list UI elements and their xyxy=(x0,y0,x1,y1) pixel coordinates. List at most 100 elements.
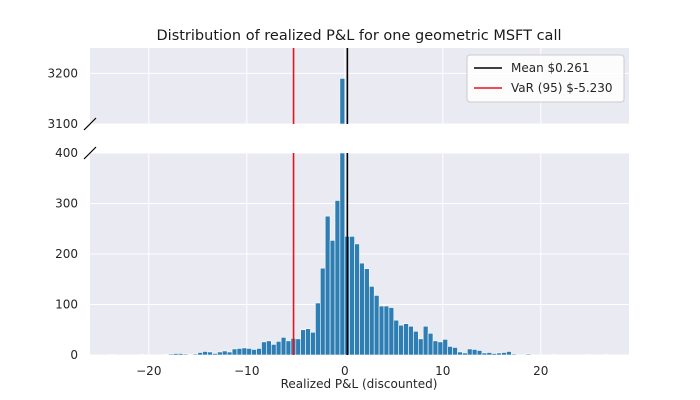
lower-reference-lines xyxy=(292,153,349,355)
histogram-bar xyxy=(408,325,414,356)
x-axis-label: Realized P&L (discounted) xyxy=(281,377,438,391)
histogram-bar xyxy=(202,351,208,356)
histogram-bar xyxy=(256,348,262,356)
chart-title: Distribution of realized P&L for one geo… xyxy=(157,28,562,44)
lower-y-ticks: 0 100 200 300 400 xyxy=(55,146,78,362)
upper-reference-lines xyxy=(292,48,349,124)
histogram-bar xyxy=(427,332,434,356)
histogram-bar xyxy=(339,152,346,356)
lower-y-tick-label: 0 xyxy=(70,348,78,362)
histogram-bar xyxy=(496,352,502,356)
histogram-bar xyxy=(368,286,375,356)
histogram-bar xyxy=(251,349,257,356)
x-tick-label: 0 xyxy=(341,364,349,378)
histogram-bar xyxy=(324,215,331,356)
histogram-bar xyxy=(182,353,189,356)
histogram-bar xyxy=(457,351,463,356)
histogram-bar xyxy=(334,200,341,356)
histogram-bar xyxy=(310,331,316,356)
histogram-bar xyxy=(476,350,483,356)
axis-break-marks xyxy=(83,117,97,160)
histogram-bar xyxy=(437,341,444,356)
histogram-bar xyxy=(486,352,493,356)
histogram-bar xyxy=(236,348,243,356)
histogram-bar xyxy=(373,295,380,356)
histogram-bar xyxy=(246,348,253,356)
histogram-bar xyxy=(511,353,517,356)
upper-bars xyxy=(339,78,346,125)
histogram-bar xyxy=(197,352,204,356)
histogram-bar xyxy=(275,341,282,356)
histogram-bar xyxy=(300,329,306,356)
histogram-bar xyxy=(525,353,532,356)
lower-break-mark xyxy=(83,146,97,160)
histogram-bar xyxy=(187,354,194,356)
histogram-bar xyxy=(432,340,439,356)
histogram-bar xyxy=(319,267,326,356)
histogram-bar xyxy=(383,305,390,356)
histogram-bar xyxy=(226,351,233,356)
histogram-bar xyxy=(359,262,365,356)
histogram-bar xyxy=(109,354,115,356)
histogram-bar xyxy=(462,352,468,356)
histogram-bar xyxy=(217,351,223,356)
histogram-bar xyxy=(192,353,199,356)
histogram-bar xyxy=(261,341,267,356)
x-tick-label: −20 xyxy=(136,364,161,378)
histogram-bar xyxy=(266,340,272,356)
histogram-bar xyxy=(315,302,321,356)
histogram-bar xyxy=(173,353,179,356)
histogram-bar xyxy=(550,354,556,356)
histogram-bar xyxy=(270,344,277,356)
histogram-bar xyxy=(177,353,184,356)
histogram-bar-upper xyxy=(339,78,346,125)
histogram-bar xyxy=(349,236,355,356)
histogram-bar xyxy=(447,346,453,356)
histogram-bar xyxy=(501,352,507,356)
lower-axes-panel: 0 100 200 300 400 −20 −10 0 10 20 xyxy=(55,146,629,378)
upper-y-tick-label: 3100 xyxy=(47,117,78,131)
histogram-bar xyxy=(285,340,292,356)
histogram-bar xyxy=(398,324,404,356)
histogram-bar xyxy=(481,352,488,356)
histogram-bar xyxy=(168,353,174,356)
histogram-bar xyxy=(364,268,370,356)
histogram-bar xyxy=(305,328,311,356)
histogram-bar xyxy=(393,319,399,356)
legend-box xyxy=(466,54,625,103)
histogram-bar xyxy=(471,349,478,356)
x-tick-label: −10 xyxy=(234,364,259,378)
histogram-bar xyxy=(222,350,228,356)
x-tick-label: 20 xyxy=(533,364,548,378)
histogram-bar xyxy=(354,243,360,356)
histogram-bar xyxy=(280,337,287,356)
histogram-bar xyxy=(212,353,218,356)
histogram-bar xyxy=(138,354,145,356)
histogram-bar xyxy=(388,307,395,356)
lower-y-tick-label: 200 xyxy=(55,247,78,261)
histogram-bar xyxy=(403,323,409,356)
lower-bars xyxy=(109,152,610,356)
histogram-bar xyxy=(491,353,497,356)
histogram-bar xyxy=(413,330,419,356)
upper-y-tick-label: 3200 xyxy=(47,66,78,80)
histogram-bar xyxy=(466,348,473,356)
histogram-bar xyxy=(452,347,458,356)
histogram-bar xyxy=(231,348,238,356)
upper-break-mark xyxy=(83,117,97,131)
histogram-bar xyxy=(417,338,424,356)
histogram-bar xyxy=(295,338,301,356)
upper-y-ticks: 3100 3200 xyxy=(47,66,78,131)
histogram-bar xyxy=(604,354,610,356)
histogram-bar xyxy=(163,354,169,356)
legend-mean-label: Mean $0.261 xyxy=(511,61,590,75)
histogram-bar xyxy=(378,305,385,356)
lower-y-tick-label: 400 xyxy=(55,146,78,160)
x-ticks: −20 −10 0 10 20 xyxy=(136,364,548,378)
histogram-bar xyxy=(506,351,512,356)
histogram-bar xyxy=(442,339,448,356)
lower-y-tick-label: 300 xyxy=(55,197,78,211)
histogram-bar xyxy=(207,351,213,356)
histogram-bar xyxy=(241,347,248,356)
